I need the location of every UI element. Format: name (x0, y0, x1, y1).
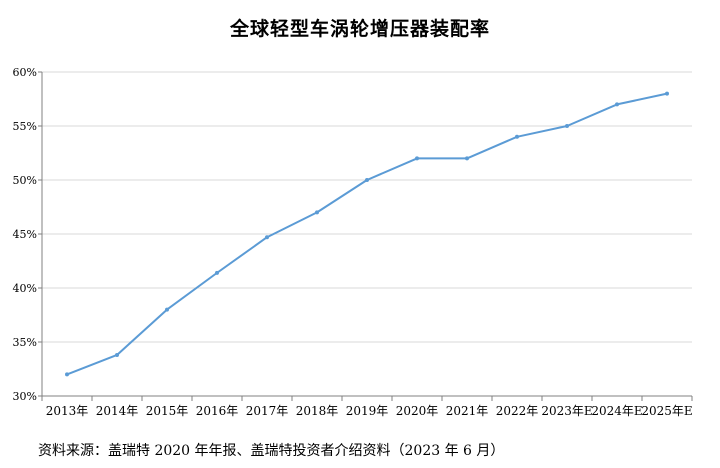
chart-title: 全球轻型车涡轮增压器装配率 (229, 18, 490, 40)
x-tick-label: 2025年E (641, 404, 692, 418)
x-tick-label: 2018年 (296, 404, 339, 418)
source-note: 资料来源：盖瑞特 2020 年年报、盖瑞特投资者介绍资料（2023 年 6 月） (38, 443, 505, 459)
y-tick-label: 30% (13, 390, 37, 403)
y-tick-label: 60% (13, 66, 37, 79)
data-point (215, 270, 219, 275)
x-tick-label: 2014年 (96, 404, 139, 418)
y-tick-label: 45% (13, 228, 37, 241)
x-tick-label: 2019年 (346, 404, 389, 418)
data-point (465, 156, 469, 161)
data-point (365, 178, 369, 182)
data-point (665, 91, 669, 96)
data-point (515, 134, 519, 139)
axes (38, 71, 693, 401)
series (65, 91, 669, 377)
data-point (615, 102, 619, 107)
gridlines (42, 71, 692, 343)
y-tick-label: 40% (13, 282, 37, 295)
x-tick-labels: 2013年 2014年 2015年 2016年 2017年 2018年 2019年 2020年… (46, 404, 693, 418)
data-point (65, 372, 69, 377)
y-tick-labels: 30% 35% 40% 45% 50% 55% 60% (13, 66, 37, 403)
data-point (415, 156, 419, 161)
x-tick-label: 2020年 (396, 404, 439, 418)
data-point (565, 124, 569, 128)
x-tick-label: 2017年 (246, 404, 289, 418)
data-point (315, 210, 319, 215)
y-tick-label: 50% (13, 174, 37, 187)
y-tick-label: 55% (13, 120, 37, 133)
x-tick-label: 2023年E (541, 404, 592, 418)
data-point (265, 235, 269, 240)
x-tick-label: 2013年 (46, 404, 89, 418)
x-tick-label: 2021年 (446, 404, 489, 418)
y-tick-label: 35% (13, 336, 37, 349)
x-tick-label: 2022年 (496, 404, 539, 418)
data-point (165, 307, 169, 312)
x-tick-label: 2024年E (591, 404, 642, 418)
x-tick-label: 2016年 (196, 404, 239, 418)
data-point (115, 352, 119, 357)
x-tick-label: 2015年 (146, 404, 189, 418)
